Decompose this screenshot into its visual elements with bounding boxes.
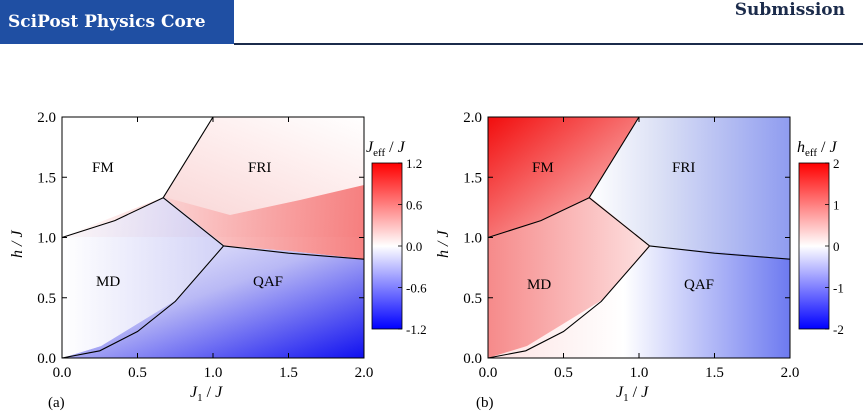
x-tick-label: 0.5 [554, 365, 573, 381]
x-tick-label: 1.5 [279, 365, 298, 381]
panel-b-phase-qaf: QAF [684, 277, 714, 293]
panel-a-phase-boundaries [61, 116, 365, 359]
panel-a-phase-fm: FM [92, 160, 114, 176]
colorbar-tick-label: -2 [833, 322, 844, 337]
panel-b-colorbar-ticks: 2 1 0 -1 -2 [825, 156, 844, 337]
panel-b-tag: (b) [476, 395, 494, 411]
y-tick-label: 2.0 [37, 110, 56, 126]
x-tick-label: 2.0 [781, 365, 800, 381]
panel-b-colorbar-label: heff / J [797, 139, 837, 159]
x-tick-label: 1.0 [630, 365, 649, 381]
y-tick-label: 1.0 [37, 231, 56, 247]
panel-a-colorbar [371, 162, 403, 330]
colorbar-tick-label: 2 [833, 156, 840, 171]
panel-a-x-ticks: 0.0 0.5 1.0 1.5 2.0 [53, 117, 374, 381]
x-tick-label: 1.5 [705, 365, 724, 381]
phase-boundary-fri-qaf [223, 245, 365, 260]
panel-a-tag: (a) [48, 395, 65, 411]
panel-a: 0.0 0.5 1.0 1.5 2.0 0.0 0.5 1.0 1.5 2.0 FM FRI M… [9, 110, 427, 411]
phase-boundary-fm-md [61, 197, 164, 239]
colorbar-tick-label: -0.6 [406, 281, 427, 296]
panel-b-phase-md: MD [527, 277, 551, 293]
phase-boundary-md-qaf [487, 245, 651, 359]
y-tick-label: 0.0 [463, 351, 482, 367]
panel-b-y-axis-label: h / J [435, 230, 452, 258]
phase-boundary-fm-fri [588, 116, 640, 198]
y-tick-label: 0.5 [463, 291, 482, 307]
colorbar-tick-label: 0 [833, 239, 840, 254]
y-tick-label: 1.5 [463, 170, 482, 186]
panel-b-y-ticks: 0.0 0.5 1.0 1.5 2.0 [463, 110, 790, 367]
journal-badge: SciPost Physics Core [0, 0, 234, 44]
panel-a-phase-fri: FRI [248, 160, 271, 176]
panel-b-x-axis-label: J1 / J [616, 384, 649, 404]
x-tick-label: 1.0 [204, 365, 223, 381]
panel-a-phase-md: MD [96, 274, 120, 290]
x-tick-label: 0.5 [128, 365, 147, 381]
submission-label: Submission [734, 0, 845, 20]
y-tick-label: 1.5 [37, 170, 56, 186]
x-tick-label: 0.0 [479, 365, 498, 381]
panel-a-phase-qaf: QAF [253, 274, 283, 290]
panel-a-x-axis-label: J1 / J [190, 384, 223, 404]
panel-a-y-ticks: 0.0 0.5 1.0 1.5 2.0 [37, 110, 364, 367]
phase-boundary-fri-md [162, 197, 224, 247]
y-tick-label: 0.0 [37, 351, 56, 367]
x-tick-label: 2.0 [355, 365, 374, 381]
header-rule [234, 43, 863, 45]
panel-b-phase-fm: FM [532, 160, 554, 176]
phase-boundary-fri-md [588, 197, 650, 247]
panel-b-phase-fri: FRI [672, 160, 695, 176]
panel-b-colorbar [798, 162, 830, 330]
panel-b: 0.0 0.5 1.0 1.5 2.0 0.0 0.5 1.0 1.5 2.0 FM FRI M… [435, 110, 844, 411]
phase-boundary-fm-fri [162, 116, 214, 198]
phase-boundary-fm-md [487, 197, 590, 239]
x-tick-label: 0.0 [53, 365, 72, 381]
phase-boundary-fri-qaf [649, 245, 791, 260]
panel-a-colorbar-label: Jeff / J [366, 139, 406, 159]
colorbar-tick-label: 1.2 [406, 156, 422, 171]
colorbar-tick-label: -1 [833, 281, 844, 296]
y-tick-label: 1.0 [463, 231, 482, 247]
panel-a-y-axis-label: h / J [9, 230, 26, 258]
colorbar-tick-label: 0.6 [406, 198, 423, 213]
colorbar-tick-label: 0.0 [406, 239, 422, 254]
phase-boundary-md-qaf [61, 245, 225, 359]
panel-a-colorbar-ticks: 1.2 0.6 0.0 -0.6 -1.2 [398, 156, 427, 337]
panel-a-heatmap [62, 117, 364, 358]
panel-b-x-ticks: 0.0 0.5 1.0 1.5 2.0 [479, 117, 800, 381]
y-tick-label: 0.5 [37, 291, 56, 307]
y-tick-label: 2.0 [463, 110, 482, 126]
colorbar-tick-label: 1 [833, 198, 840, 213]
panel-b-phase-boundaries [487, 116, 791, 359]
colorbar-tick-label: -1.2 [406, 322, 427, 337]
